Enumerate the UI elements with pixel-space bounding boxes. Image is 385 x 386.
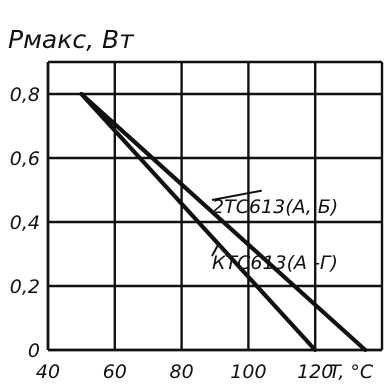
x-axis-title: T, °C xyxy=(329,361,374,383)
y-tick-label: 0,6 xyxy=(10,148,40,170)
x-tick-label: 60 xyxy=(103,361,127,383)
x-tick-label: 40 xyxy=(36,361,60,383)
x-tick-label: 120 xyxy=(297,361,333,383)
series-line-1 xyxy=(79,91,318,353)
series-lines xyxy=(79,91,368,353)
leader-ktc613 xyxy=(211,243,220,257)
grid xyxy=(46,60,384,352)
leader-2tc613 xyxy=(211,189,262,201)
label-leaders xyxy=(211,189,262,257)
series-label-2tc613: 2ТС613(А, Б) xyxy=(212,196,338,218)
y-tick-label: 0 xyxy=(28,340,40,362)
series-label-ktc613: КТС613(А -Г) xyxy=(212,252,338,274)
y-axis-title: Pмакс, Вт xyxy=(8,25,135,54)
y-tick-label: 0,2 xyxy=(10,276,40,298)
series-line-0 xyxy=(79,91,368,353)
x-tick-label: 100 xyxy=(230,361,266,383)
y-tick-label: 0,4 xyxy=(10,212,40,234)
x-tick-label: 80 xyxy=(170,361,194,383)
y-tick-label: 0,8 xyxy=(10,84,40,106)
tick-labels: 40 60 80 100 120 0 0,2 0,4 0,6 0,8 xyxy=(10,84,334,383)
